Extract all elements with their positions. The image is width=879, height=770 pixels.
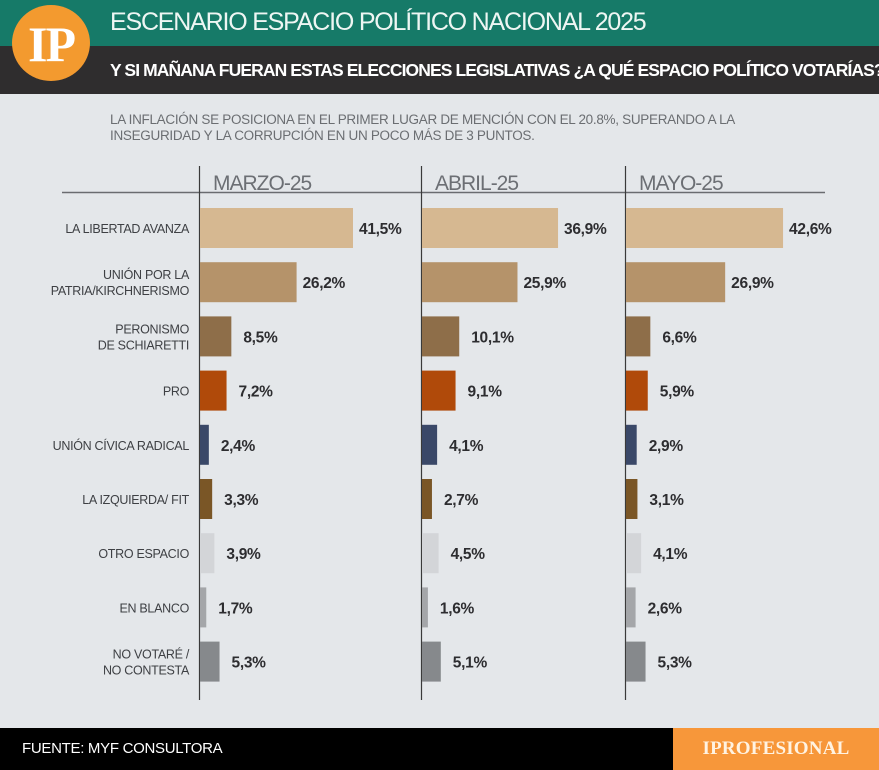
data-label: 42,6% — [789, 221, 832, 238]
bar — [422, 587, 428, 628]
source-credit: FUENTE: MYF CONSULTORA — [22, 740, 223, 757]
bar — [626, 533, 642, 574]
brand-name: IPROFESIONAL — [702, 738, 850, 759]
category-label: NO VOTARÉ / — [113, 647, 190, 662]
bar — [200, 641, 220, 682]
category-label: OTRO ESPACIO — [98, 547, 189, 561]
bar — [422, 316, 460, 357]
header-subtitle-bar — [0, 46, 879, 94]
bar — [422, 479, 432, 519]
bar — [422, 208, 559, 248]
bar — [200, 479, 213, 519]
data-label: 26,2% — [303, 275, 346, 292]
data-label: 41,5% — [359, 221, 402, 238]
bar-chart: MARZO-25 ABRIL-25 MAYO-25 LA LIBERTAD AVANZ… — [51, 166, 832, 700]
data-label: 5,3% — [232, 655, 267, 672]
data-label: 2,6% — [648, 600, 683, 617]
bar — [422, 641, 441, 682]
bar — [200, 208, 353, 248]
data-label: 9,1% — [468, 384, 503, 401]
bar — [422, 370, 456, 411]
bar — [626, 316, 651, 357]
data-label: 5,3% — [658, 655, 693, 672]
bar — [422, 424, 438, 465]
data-label: 2,9% — [649, 438, 684, 455]
header-title-bar — [0, 0, 879, 46]
bar — [626, 479, 638, 519]
data-label: 4,1% — [449, 438, 484, 455]
category-label: LA LIBERTAD AVANZA — [65, 222, 190, 236]
data-label: 3,1% — [649, 492, 684, 509]
data-label: 1,6% — [440, 600, 475, 617]
bar — [200, 370, 227, 411]
data-label: 3,3% — [224, 492, 259, 509]
column-header-label: MARZO-25 — [213, 172, 312, 195]
category-label: PRO — [163, 385, 190, 399]
category-label: EN BLANCO — [119, 601, 189, 615]
category-label: LA IZQUIERDA/ FIT — [82, 493, 189, 507]
data-label: 1,7% — [218, 600, 253, 617]
bar — [422, 262, 518, 303]
bar — [200, 424, 209, 465]
bar — [200, 533, 215, 574]
category-label: DE SCHIARETTI — [98, 338, 189, 352]
page-title: ESCENARIO ESPACIO POLÍTICO NACIONAL 2025 — [110, 8, 647, 36]
bar — [626, 370, 648, 411]
data-label: 2,4% — [221, 438, 256, 455]
data-label: 4,5% — [451, 546, 486, 563]
bar — [200, 262, 297, 303]
data-label: 8,5% — [243, 329, 278, 346]
column-header-label: MAYO-25 — [639, 172, 723, 195]
column-header-label: ABRIL-25 — [435, 172, 518, 195]
data-label: 36,9% — [564, 221, 607, 238]
bar — [200, 316, 232, 357]
ip-logo-icon: IP — [12, 5, 90, 81]
data-label: 25,9% — [523, 275, 566, 292]
data-label: 26,9% — [731, 275, 774, 292]
bar — [626, 262, 726, 303]
bar — [626, 587, 636, 628]
logo-text: IP — [28, 16, 76, 72]
bar — [200, 587, 207, 628]
bar — [626, 208, 784, 248]
data-label: 5,1% — [453, 655, 488, 672]
bar — [626, 424, 637, 465]
data-label: 3,9% — [226, 546, 261, 563]
bar — [626, 641, 646, 682]
summary-note: LA INFLACIÓN SE POSICIONA EN EL PRIMER L… — [110, 112, 735, 143]
data-label: 7,2% — [239, 384, 274, 401]
footer-bar: FUENTE: MYF CONSULTORA IPROFESIONAL — [0, 728, 879, 770]
category-label: NO CONTESTA — [103, 664, 190, 678]
category-label: PATRIA/KIRCHNERISMO — [51, 284, 190, 298]
category-label: UNIÓN CÍVICA RADICAL — [53, 438, 190, 453]
brand-logo: IPROFESIONAL — [673, 728, 879, 770]
category-label: PERONISMO — [115, 322, 189, 336]
data-label: 6,6% — [662, 329, 697, 346]
data-label: 2,7% — [444, 492, 479, 509]
bar — [422, 533, 439, 574]
data-label: 5,9% — [660, 384, 695, 401]
category-label: UNIÓN POR LA — [103, 267, 190, 282]
chart-question: Y SI MAÑANA FUERAN ESTAS ELECCIONES LEGI… — [110, 60, 879, 80]
data-label: 10,1% — [471, 329, 514, 346]
data-label: 4,1% — [653, 546, 688, 563]
